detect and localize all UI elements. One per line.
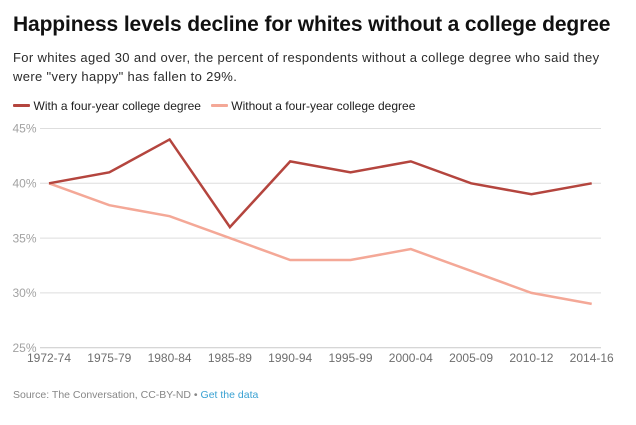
series-line-0 (48, 137, 592, 230)
x-tick-label-1975-79: 1975-79 (87, 351, 131, 365)
legend-item-without-degree: Without a four-year college degree (210, 98, 416, 113)
x-tick-label-2010-12: 2010-12 (509, 351, 553, 365)
x-tick-label-2005-09: 2005-09 (449, 351, 493, 365)
chart-subtitle: For whites aged 30 and over, the percent… (13, 49, 600, 84)
legend-label-without-degree: Without a four-year college degree (231, 98, 416, 113)
y-tick-label-35: 35% (12, 231, 36, 245)
source-text: Source: The Conversation, CC-BY-ND (13, 389, 191, 401)
series-line-1 (48, 182, 592, 306)
x-tick-label-1985-89: 1985-89 (208, 351, 252, 365)
x-tick-label-1995-99: 1995-99 (328, 351, 372, 365)
legend: With a four-year college degree Without … (13, 96, 623, 113)
x-tick-label-2014-16: 2014-16 (570, 351, 614, 365)
y-tick-label-30: 30% (12, 286, 36, 300)
line-chart: 25% 30% 35% 40% 45% 1972-74 1975-79 1980-84 1985… (12, 122, 614, 365)
y-tick-label-45: 45% (12, 122, 36, 136)
x-tick-label-2000-04: 2000-04 (389, 351, 433, 365)
legend-swatch-with-degree (13, 104, 30, 107)
x-tick-label-1990-94: 1990-94 (268, 351, 312, 365)
footer: Source: The Conversation, CC-BY-ND • Get… (13, 389, 623, 401)
legend-label-with-degree: With a four-year college degree (33, 98, 201, 113)
y-tick-label-40: 40% (12, 177, 36, 191)
legend-swatch-without-degree (210, 104, 228, 107)
legend-item-with-degree: With a four-year college degree (13, 99, 201, 113)
footer-separator: • (193, 389, 198, 401)
x-tick-label-1980-84: 1980-84 (148, 351, 192, 365)
x-tick-label-1972-74: 1972-74 (27, 351, 71, 365)
y-tick-label-25: 25% (12, 341, 36, 355)
chart-title: Happiness levels decline for whites with… (13, 13, 611, 36)
get-the-data-link[interactable]: Get the data (200, 389, 259, 401)
